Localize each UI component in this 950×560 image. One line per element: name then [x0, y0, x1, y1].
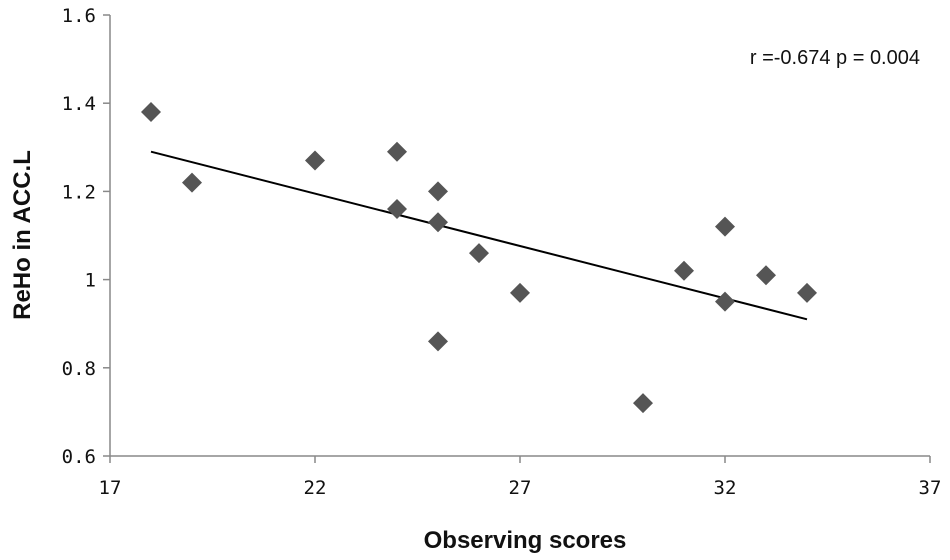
- x-tick-label: 32: [714, 477, 737, 499]
- data-point: [469, 243, 489, 264]
- data-point: [674, 260, 694, 281]
- y-tick-label: 1.6: [62, 5, 96, 27]
- data-point: [510, 282, 530, 303]
- correlation-annotation: r =-0.674 p = 0.004: [750, 47, 920, 69]
- data-point: [387, 141, 407, 162]
- data-point: [428, 331, 448, 352]
- y-axis-title: ReHo in ACC.L: [9, 150, 36, 320]
- data-point: [715, 216, 735, 237]
- data-point: [428, 212, 448, 233]
- x-tick-label: 37: [919, 477, 942, 499]
- data-point: [428, 181, 448, 202]
- x-tick-label: 22: [304, 477, 327, 499]
- data-point: [141, 102, 161, 123]
- y-tick-label: 0.8: [62, 358, 96, 380]
- data-point: [387, 199, 407, 220]
- data-point: [715, 291, 735, 312]
- x-axis-ticks: 17 22 27 32 37: [99, 456, 942, 499]
- data-point: [797, 282, 817, 303]
- data-point: [182, 172, 202, 193]
- y-tick-label: 1: [85, 270, 96, 292]
- y-tick-label: 0.6: [62, 446, 96, 468]
- x-tick-label: 27: [509, 477, 532, 499]
- x-tick-label: 17: [99, 477, 122, 499]
- data-points: [141, 102, 817, 414]
- data-point: [305, 150, 325, 171]
- y-axis-ticks: 0.6 0.8 1 1.2 1.4 1.6: [62, 5, 110, 468]
- y-tick-label: 1.4: [62, 93, 96, 115]
- data-point: [633, 393, 653, 414]
- trendline: [150, 150, 808, 321]
- data-point: [756, 265, 776, 286]
- x-axis-title: Observing scores: [424, 527, 627, 554]
- y-tick-label: 1.2: [62, 181, 96, 203]
